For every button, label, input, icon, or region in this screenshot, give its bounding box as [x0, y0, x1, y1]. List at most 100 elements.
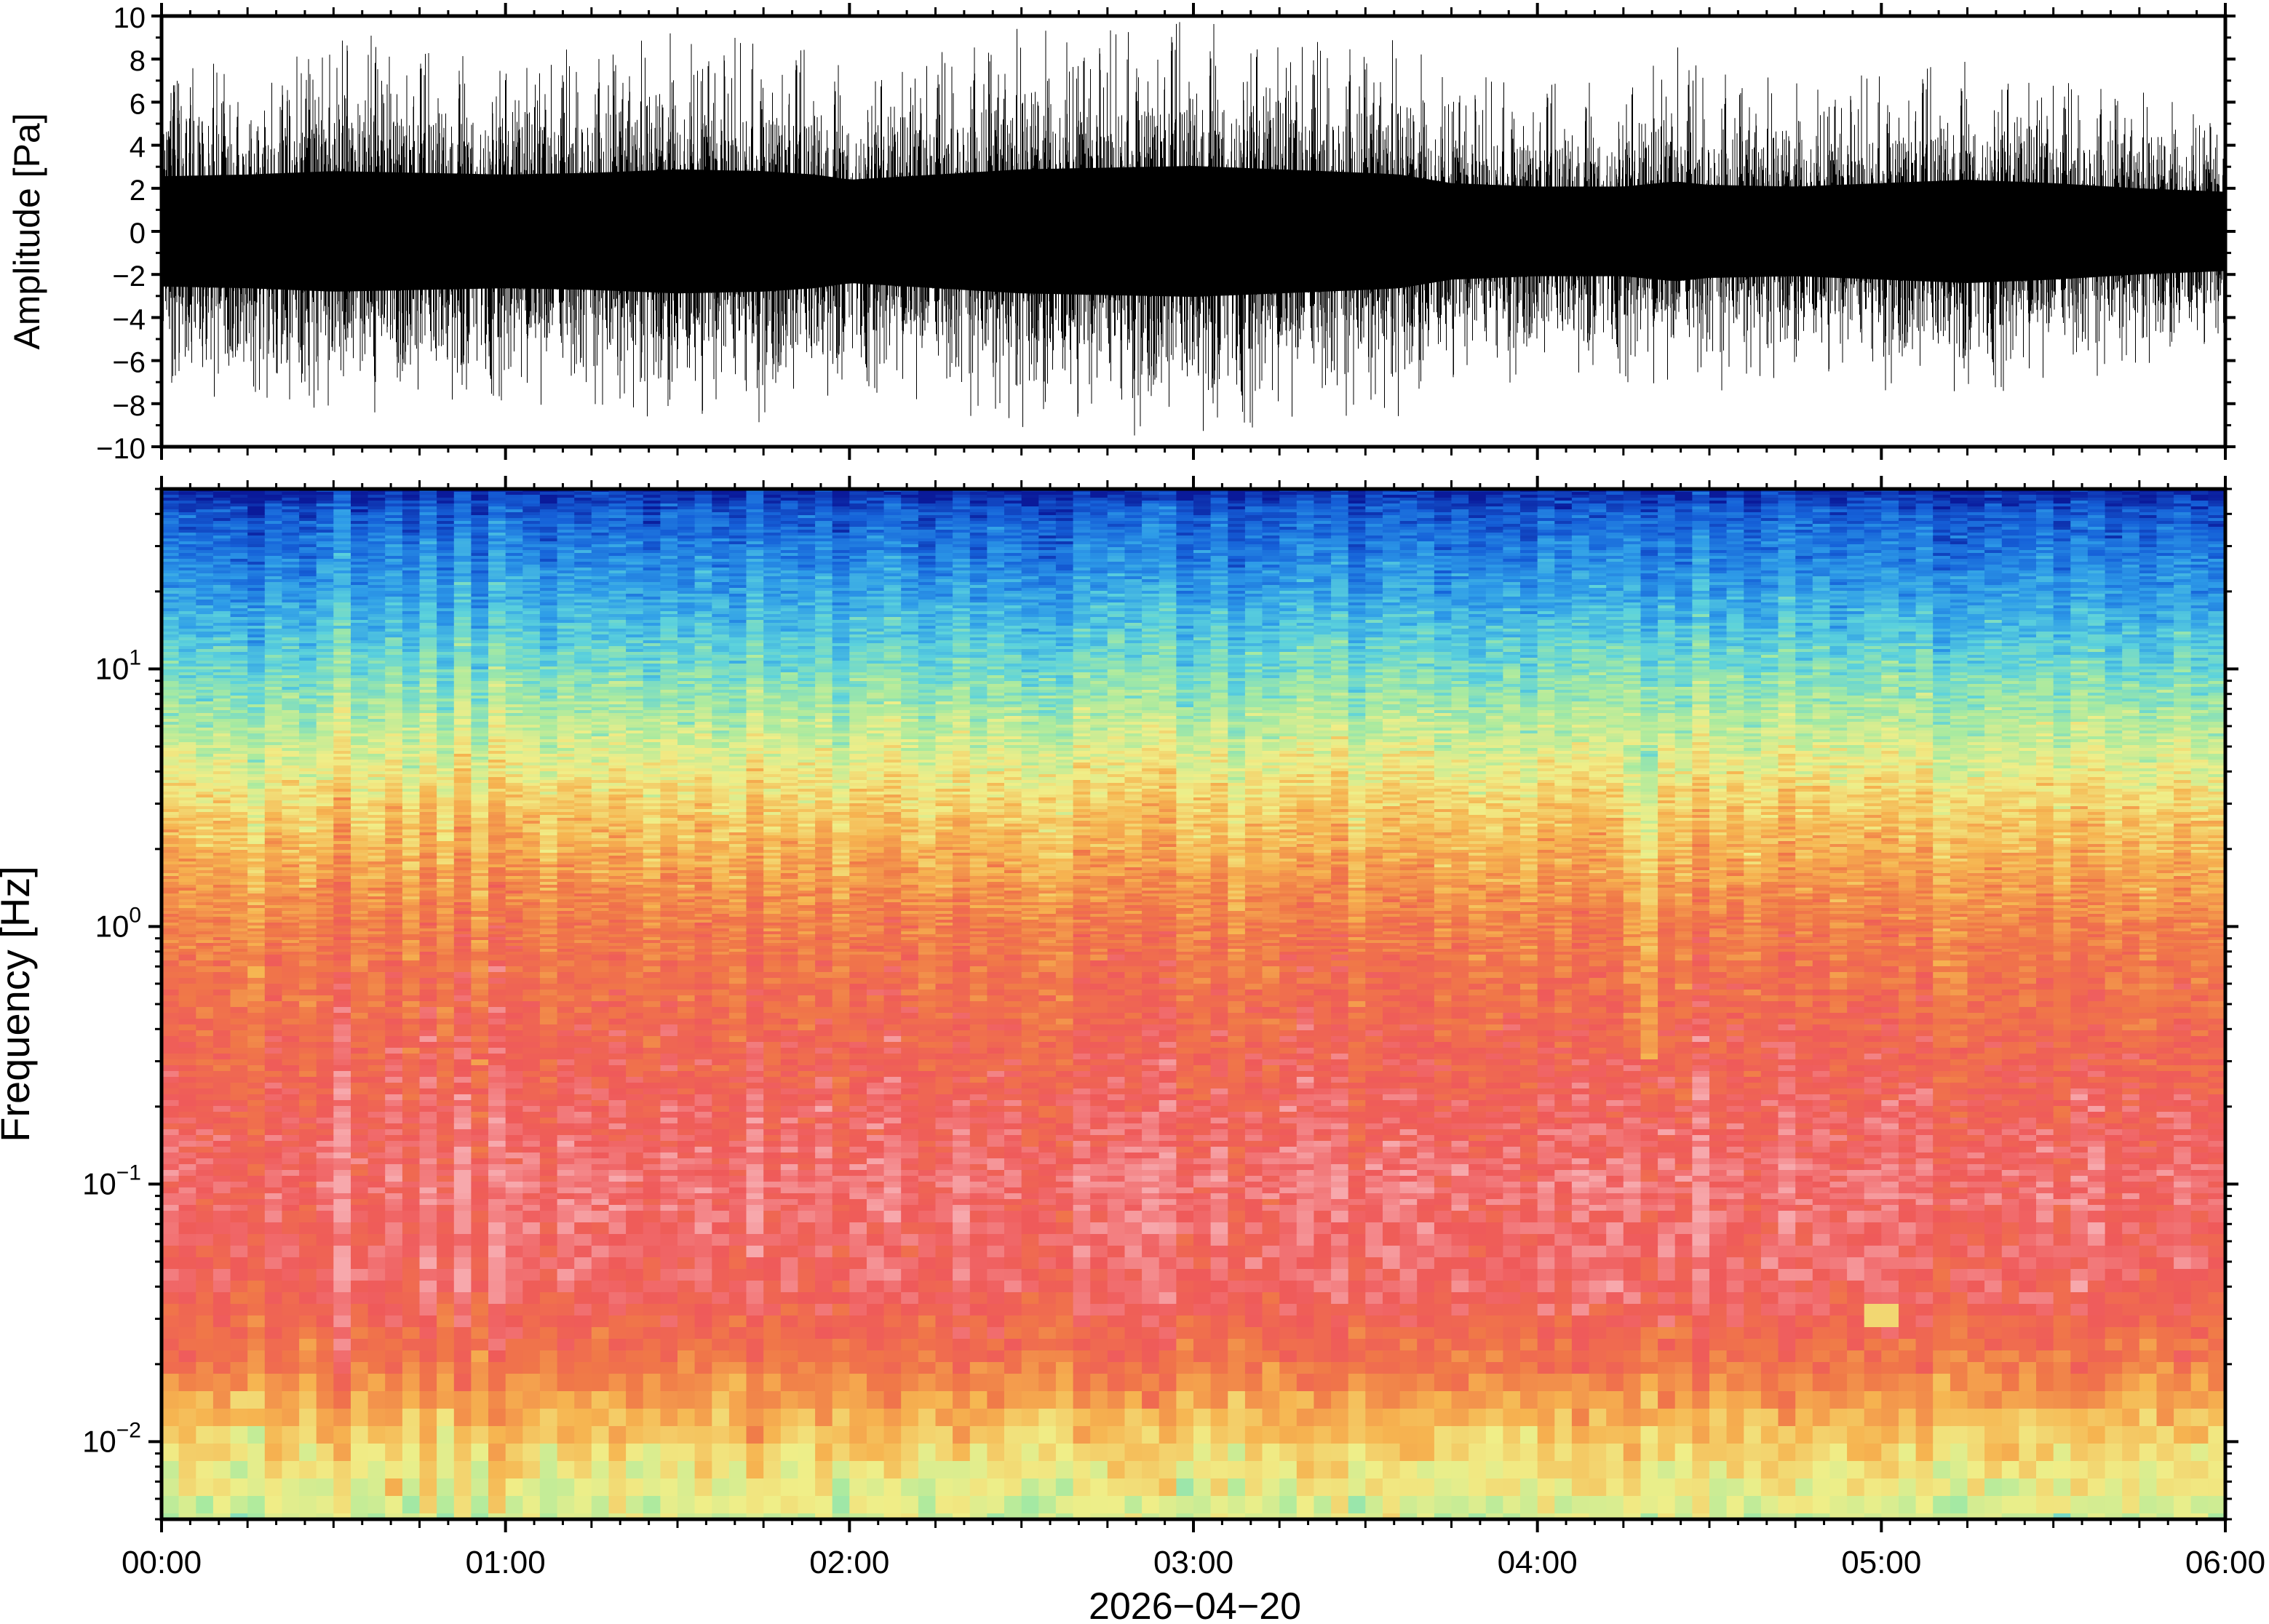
spectrogram-cell [385, 1187, 402, 1194]
spectrogram-cell [385, 1106, 402, 1112]
spectrogram-cell [471, 792, 488, 795]
spectrogram-cell [282, 984, 299, 990]
spectrogram-cell [351, 1147, 368, 1153]
spectrogram-cell [299, 870, 317, 874]
spectrogram-cell [506, 690, 523, 693]
spectrogram-cell [420, 684, 437, 688]
spectrogram-cell [402, 623, 420, 626]
spectrogram-cell [488, 512, 506, 516]
spectrogram-cell [333, 1077, 351, 1083]
spectrogram-cell [162, 917, 179, 920]
spectrogram-cell [299, 873, 317, 877]
spectrogram-cell [506, 719, 523, 723]
spectrogram-cell [368, 1083, 386, 1089]
spectrogram-cell [488, 588, 506, 592]
spectrogram-cell [351, 786, 368, 789]
spectrogram-cell [282, 527, 299, 530]
spectrogram-cell [420, 669, 437, 673]
spectrogram-cell [299, 731, 317, 734]
spectrogram-cell [162, 911, 179, 915]
spectrogram-cell [333, 873, 351, 877]
spectrogram-cell [179, 538, 196, 542]
spectrogram-cell [231, 1118, 248, 1124]
spectrogram-cell [282, 626, 299, 629]
spectrogram-cell [231, 698, 248, 702]
spectrogram-cell [317, 550, 334, 554]
spectrogram-cell [179, 707, 196, 711]
spectrogram-cell [265, 1339, 282, 1351]
spectrogram-cell [213, 745, 231, 749]
spectrogram-cell [299, 547, 317, 551]
spectrogram-cell [317, 678, 334, 682]
spectrogram-cell [317, 1246, 334, 1258]
spectrogram-cell [402, 661, 420, 664]
spectrogram-cell [506, 765, 523, 769]
spectrogram-cell [506, 908, 523, 912]
spectrogram-cell [488, 503, 506, 507]
spectrogram-cell [231, 902, 248, 906]
spectrogram-cell [506, 634, 523, 638]
spectrogram-cell [162, 949, 179, 952]
spectrogram-cell [231, 955, 248, 961]
spectrogram-cell [231, 850, 248, 853]
spectrogram-cell [299, 800, 317, 804]
spectrogram-cell [179, 809, 196, 813]
spectrogram-cell [454, 931, 472, 935]
spectrogram-cell [282, 710, 299, 714]
spectrogram-cell [231, 1036, 248, 1043]
spectrogram-cell [420, 675, 437, 679]
spectrogram-cell [402, 990, 420, 996]
spectrogram-cell [213, 582, 231, 586]
spectrogram-cell [506, 1106, 523, 1112]
spectrogram-cell [420, 783, 437, 787]
spectrogram-cell [317, 649, 334, 653]
spectrogram-cell [420, 538, 437, 542]
spectrogram-cell [299, 780, 317, 784]
spectrogram-cell [299, 652, 317, 656]
spectrogram-cell [333, 946, 351, 950]
spectrogram-cell [402, 931, 420, 935]
spectrogram-cell [299, 690, 317, 693]
spectrogram-cell [231, 1391, 248, 1409]
spectrogram-cell [247, 658, 265, 661]
spectrogram-cell [333, 797, 351, 801]
spectrogram-cell [471, 669, 488, 673]
spectrogram-cell [471, 716, 488, 720]
spectrogram-cell [231, 917, 248, 920]
spectrogram-cell [471, 710, 488, 714]
spectrogram-cell [299, 844, 317, 848]
spectrogram-cell [299, 591, 317, 594]
spectrogram-cell [265, 1059, 282, 1066]
spectrogram-cell [162, 797, 179, 801]
spectrogram-cell [265, 1409, 282, 1427]
spectrogram-cell [402, 879, 420, 883]
spectrogram-cell [265, 640, 282, 644]
spectrogram-cell [317, 873, 334, 877]
spectrogram-cell [282, 524, 299, 528]
spectrogram-cell [196, 1048, 213, 1054]
spectrogram-cell [351, 1123, 368, 1130]
spectrogram-cell [265, 1315, 282, 1328]
spectrogram-cell [420, 829, 437, 833]
spectrogram-cell [299, 1094, 317, 1101]
spectrogram-cell [299, 614, 317, 618]
spectrogram-cell [385, 637, 402, 641]
spectrogram-cell [368, 1478, 386, 1497]
spectrogram-cell [179, 943, 196, 947]
spectrogram-cell [231, 914, 248, 918]
spectrogram-cell [317, 553, 334, 557]
spectrogram-cell [333, 783, 351, 787]
spectrogram-cell [196, 1054, 213, 1060]
spectrogram-cell [454, 739, 472, 743]
spectrogram-cell [385, 745, 402, 749]
spectrogram-cell [506, 1042, 523, 1048]
spectrogram-cell [368, 634, 386, 638]
spectrogram-cell [196, 739, 213, 743]
spectrogram-cell [247, 896, 265, 900]
spectrogram-cell [265, 637, 282, 641]
spectrogram-cell [506, 864, 523, 868]
spectrogram-cell [282, 696, 299, 699]
spectrogram-cell [179, 873, 196, 877]
spectrogram-cell [213, 1088, 231, 1095]
spectrogram-cell [420, 495, 437, 498]
